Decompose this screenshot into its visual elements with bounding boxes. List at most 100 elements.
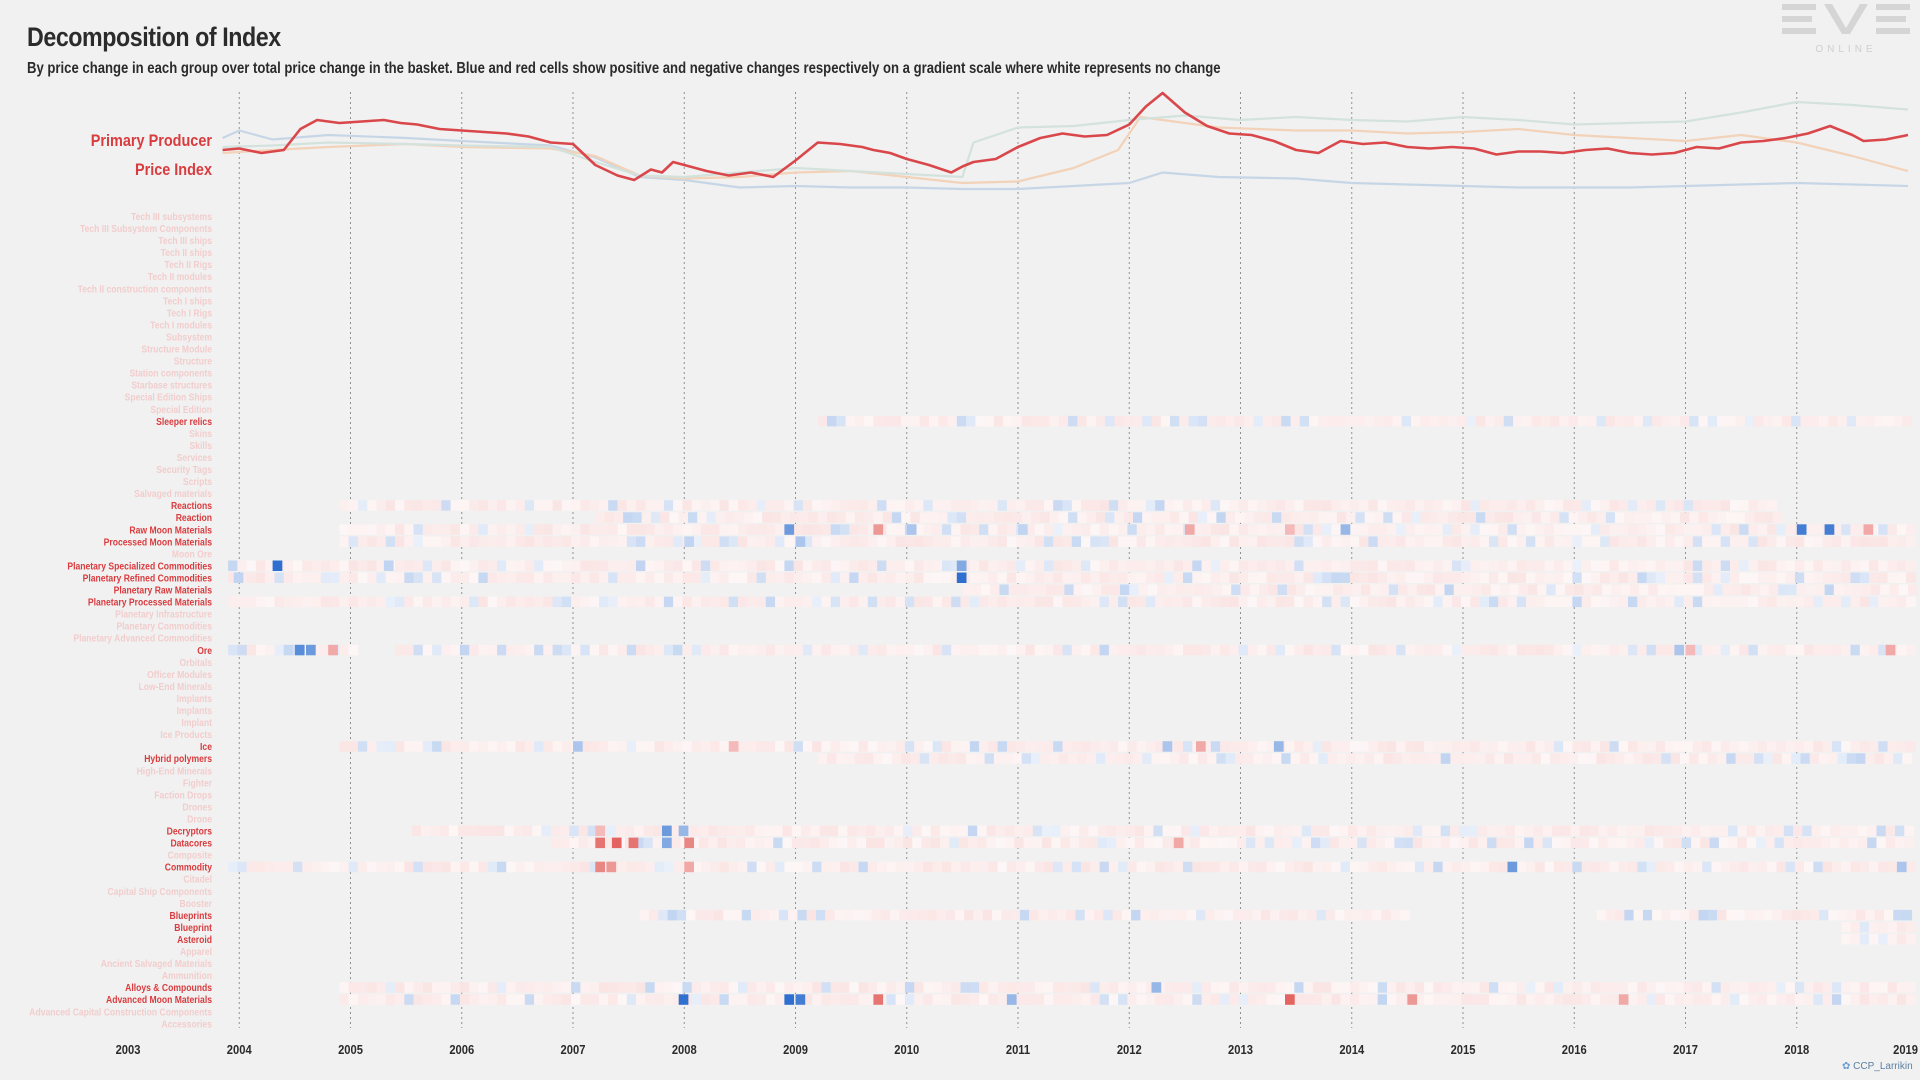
heatmap-cell — [827, 512, 837, 523]
heatmap-cell — [1698, 415, 1709, 427]
heatmap-cell — [1555, 584, 1566, 595]
heatmap-cell — [1859, 536, 1870, 547]
heatmap-cell — [339, 741, 350, 752]
heatmap-cell — [1084, 909, 1095, 921]
heatmap-cell — [1053, 644, 1063, 656]
heatmap-cell — [1841, 644, 1851, 656]
heatmap-cell — [478, 560, 489, 571]
heatmap-cell — [367, 572, 377, 583]
heatmap-cell — [1077, 415, 1087, 427]
heatmap-cell — [1183, 644, 1193, 656]
heatmap-cell — [1275, 861, 1286, 873]
heatmap-cell — [1127, 500, 1138, 511]
heatmap-cell — [960, 596, 971, 608]
heatmap-cell — [1071, 644, 1082, 656]
x-tick-2011: 2011 — [1006, 1042, 1030, 1057]
heatmap-cell — [302, 596, 312, 608]
heatmap-cell — [700, 524, 711, 535]
heatmap-cell — [854, 512, 865, 523]
heatmap-cell — [1878, 994, 1888, 1005]
heatmap-cell — [995, 837, 1006, 849]
heatmap-cell — [1526, 741, 1536, 752]
heatmap-cell — [1470, 644, 1481, 656]
heatmap-cell — [246, 644, 257, 656]
heatmap-cell — [1902, 753, 1913, 764]
heatmap-cell — [1255, 825, 1265, 837]
heatmap-cell — [1646, 536, 1657, 547]
heatmap-cell — [849, 536, 859, 547]
heatmap-cell — [1396, 644, 1406, 656]
heatmap-cell — [1197, 415, 1208, 427]
heatmap-cell — [1199, 825, 1210, 837]
heatmap-cell — [1099, 644, 1110, 656]
heatmap-cell — [923, 524, 934, 535]
heatmap-cell — [1590, 572, 1601, 583]
heatmap-cell — [1720, 560, 1731, 571]
heatmap-cell — [1665, 994, 1675, 1005]
heatmap-cell — [914, 572, 924, 583]
heatmap-row-45 — [817, 753, 1913, 764]
heatmap-cell — [1090, 524, 1100, 535]
heatmap-cell — [1277, 584, 1288, 595]
row-label-32: Planetary Processed Materials — [88, 597, 212, 608]
heatmap-cell — [1034, 536, 1045, 547]
heatmap-cell — [775, 982, 785, 993]
heatmap-cell — [515, 861, 526, 873]
heatmap-cell — [636, 596, 646, 608]
heatmap-cell — [1489, 500, 1499, 511]
heatmap-cell — [1776, 861, 1787, 873]
heatmap-cell — [1183, 572, 1193, 583]
heatmap-cell — [1661, 909, 1672, 921]
heatmap-cell — [940, 825, 950, 837]
heatmap-cell — [1646, 994, 1657, 1005]
heatmap-cell — [1906, 536, 1916, 547]
heatmap-cell — [1869, 861, 1879, 873]
heatmap-cell — [274, 644, 285, 656]
heatmap-cell — [699, 825, 709, 837]
heatmap-cell — [1711, 994, 1722, 1005]
heatmap-cell — [1311, 825, 1321, 837]
heatmap-cell — [1136, 644, 1147, 656]
heatmap-cell — [1896, 741, 1907, 752]
heatmap-cell — [1003, 415, 1013, 427]
heatmap-cell — [1034, 524, 1045, 535]
heatmap-cell — [1850, 524, 1861, 535]
heatmap-cell — [1025, 524, 1036, 535]
heatmap-cell — [1711, 861, 1722, 873]
heatmap-cell — [986, 825, 997, 837]
heatmap-cell — [756, 596, 767, 608]
heatmap-cell — [1285, 982, 1295, 993]
heatmap-cell — [895, 560, 906, 571]
heatmap-cell — [636, 994, 646, 1005]
heatmap-cell — [1301, 837, 1312, 849]
heatmap-cell — [513, 825, 524, 837]
heatmap-cell — [1670, 753, 1681, 764]
heatmap-cell — [1099, 982, 1110, 993]
heatmap-cell — [1387, 741, 1397, 752]
heatmap-cell — [1692, 644, 1703, 656]
heatmap-cell — [1804, 572, 1814, 583]
heatmap-cell — [821, 741, 832, 752]
heatmap-cell — [673, 572, 683, 583]
row-label-28: Moon Ore — [172, 549, 212, 560]
heatmap-cell — [719, 524, 730, 535]
heatmap-cell — [1016, 994, 1026, 1005]
heatmap-cell — [1275, 524, 1286, 535]
heatmap-cell — [1726, 512, 1736, 523]
heatmap-cell — [1730, 596, 1740, 608]
heatmap-cell — [1183, 994, 1193, 1005]
heatmap-cell-highlight — [611, 837, 622, 849]
heatmap-cell — [1600, 994, 1610, 1005]
heatmap-cell — [914, 644, 924, 656]
heatmap-cell — [1034, 741, 1045, 752]
heatmap-cell — [793, 572, 804, 583]
heatmap-cell — [1813, 741, 1824, 752]
heatmap-cell — [385, 982, 396, 993]
heatmap-cell — [1275, 994, 1286, 1005]
heatmap-cell — [1609, 644, 1620, 656]
heatmap-cell — [1238, 596, 1249, 608]
heatmap-cell — [663, 500, 674, 511]
heatmap-cell — [1691, 825, 1701, 837]
heatmap-cell — [1257, 994, 1267, 1005]
heatmap-cell — [1681, 825, 1692, 837]
